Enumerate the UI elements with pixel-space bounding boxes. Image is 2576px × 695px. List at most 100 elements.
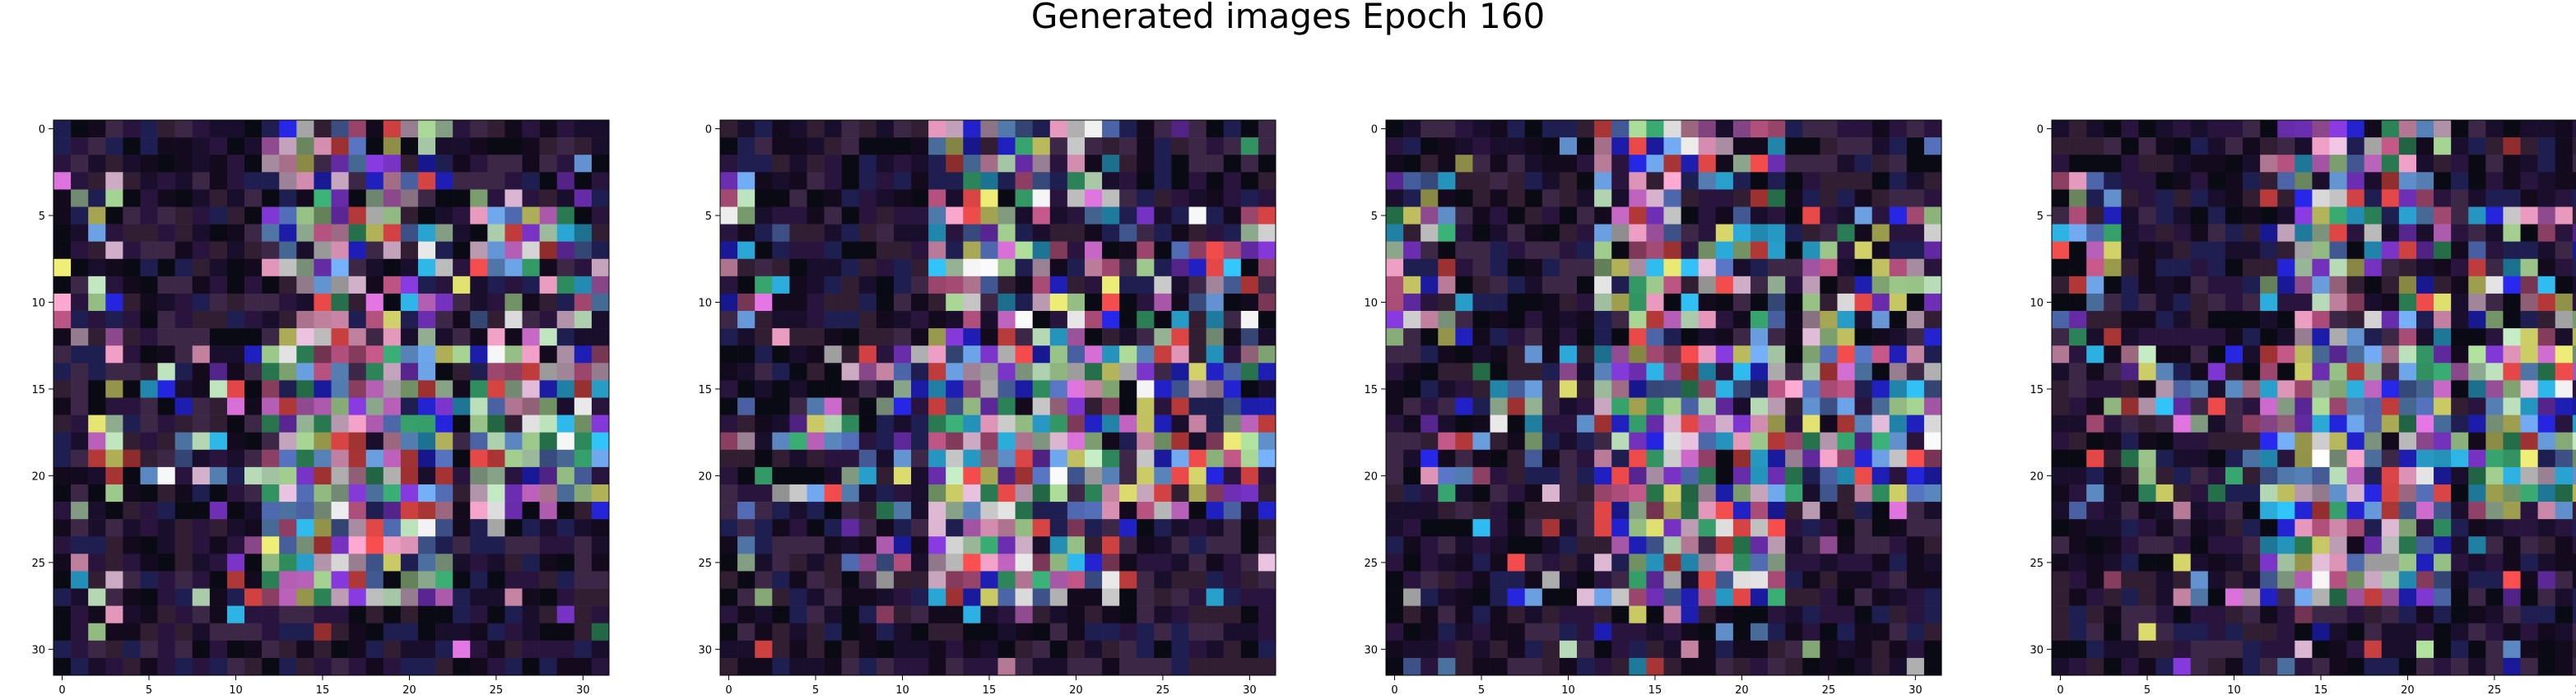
pixel <box>2329 605 2347 624</box>
pixel <box>928 571 946 589</box>
pixel <box>2190 571 2209 589</box>
pixel <box>174 189 193 207</box>
pixel <box>2173 206 2192 225</box>
pixel <box>1768 536 1786 554</box>
pixel <box>209 120 228 138</box>
pixel <box>2052 311 2070 329</box>
pixel <box>1768 657 1786 676</box>
pixel <box>858 657 877 676</box>
pixel <box>1820 397 1838 415</box>
pixel <box>2086 571 2104 589</box>
pixel <box>1629 172 1647 190</box>
pixel <box>1490 605 1508 624</box>
pixel <box>1067 640 1086 659</box>
pixel <box>1541 623 1560 642</box>
pixel <box>2243 484 2261 503</box>
pixel <box>574 155 593 173</box>
pixel <box>772 397 790 415</box>
pixel <box>244 276 263 294</box>
pixel <box>2207 293 2226 312</box>
pixel <box>209 328 228 346</box>
pixel <box>2295 137 2313 155</box>
pixel <box>1732 206 1751 225</box>
pixel <box>1472 206 1490 225</box>
pixel <box>1594 657 1612 676</box>
pixel <box>1421 363 1439 381</box>
pixel <box>1802 605 1820 624</box>
pixel <box>1067 258 1086 277</box>
pixel <box>2138 258 2156 277</box>
pixel <box>2243 536 2261 554</box>
pixel <box>365 206 384 225</box>
pixel <box>2485 640 2504 659</box>
pixel <box>1154 120 1172 138</box>
pixel <box>2416 571 2434 589</box>
pixel <box>1507 345 1526 364</box>
pixel <box>1154 311 1172 329</box>
pixel <box>876 484 895 503</box>
pixel <box>824 293 842 312</box>
pixel <box>2104 571 2122 589</box>
pixel <box>997 432 1016 451</box>
pixel <box>2086 311 2104 329</box>
pixel <box>2329 502 2347 520</box>
pixel <box>209 415 228 433</box>
pixel <box>1421 380 1439 398</box>
pixel <box>1611 588 1630 606</box>
pixel <box>1785 328 1803 346</box>
pixel <box>1594 554 1612 572</box>
pixel <box>105 466 123 485</box>
pixel <box>157 345 175 364</box>
pixel <box>1559 328 1578 346</box>
pixel <box>1732 536 1751 554</box>
pixel <box>1524 449 1543 468</box>
pixel <box>1240 519 1259 537</box>
pixel <box>2364 519 2383 537</box>
pixel <box>1240 172 1259 190</box>
pixel <box>1837 328 1855 346</box>
pixel <box>453 155 471 173</box>
pixel <box>2104 189 2122 207</box>
pixel <box>314 137 332 155</box>
pixel <box>1698 657 1717 676</box>
pixel <box>824 172 842 190</box>
pixel <box>2277 276 2295 294</box>
pixel <box>105 502 123 520</box>
pixel <box>893 258 912 277</box>
pixel <box>2173 345 2192 364</box>
pixel <box>1629 466 1647 485</box>
pixel <box>453 276 471 294</box>
pixel <box>1223 345 1242 364</box>
pixel <box>2225 605 2244 624</box>
pixel <box>1923 293 1942 312</box>
pixel <box>1240 588 1259 606</box>
pixel <box>279 449 297 468</box>
pixel <box>522 623 540 642</box>
pixel <box>2052 328 2070 346</box>
pixel <box>1889 502 1908 520</box>
pixel <box>1820 189 1838 207</box>
pixel <box>226 241 245 260</box>
pixel <box>2503 397 2521 415</box>
pixel <box>893 519 912 537</box>
pixel <box>539 189 558 207</box>
pixel <box>574 311 593 329</box>
pixel <box>876 466 895 485</box>
pixel <box>53 120 72 138</box>
pixel <box>1559 363 1578 381</box>
pixel <box>1223 363 1242 381</box>
pixel <box>1032 554 1051 572</box>
pixel <box>2225 397 2244 415</box>
pixel <box>1403 293 1421 312</box>
pixel <box>53 397 72 415</box>
pixel <box>2069 172 2087 190</box>
pixel <box>1785 397 1803 415</box>
pixel <box>383 189 402 207</box>
pixel <box>2451 155 2469 173</box>
pixel <box>1837 120 1855 138</box>
pixel <box>2277 554 2295 572</box>
pixel <box>858 484 877 503</box>
pixel <box>262 657 280 676</box>
x-tick-label: 5 <box>1478 684 1485 695</box>
pixel <box>522 657 540 676</box>
